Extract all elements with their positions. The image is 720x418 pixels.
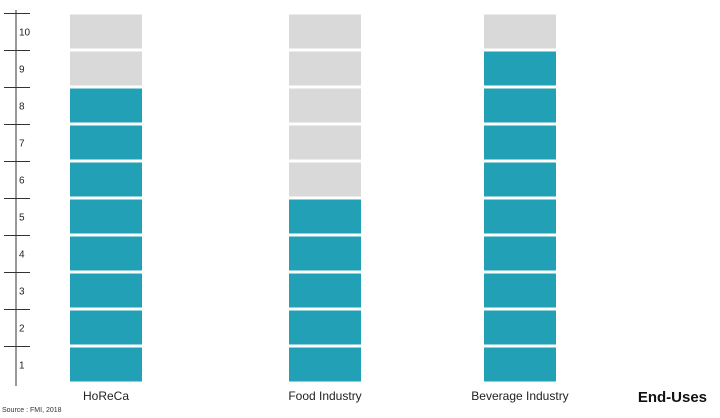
y-tick-label: 8 xyxy=(19,102,25,113)
bar-block-filled xyxy=(70,88,142,123)
bar-block-empty xyxy=(289,14,361,49)
bar-block-filled xyxy=(289,199,361,234)
bar-block-empty xyxy=(70,51,142,86)
y-tick-label: 3 xyxy=(19,287,25,298)
category-labels: HoReCa Food Industry Beverage Industry xyxy=(83,389,569,403)
bars-group xyxy=(70,14,556,382)
bar-block-filled xyxy=(289,347,361,382)
bar-block-empty xyxy=(289,51,361,86)
bar-block-empty xyxy=(484,14,556,49)
y-tick-label: 4 xyxy=(19,250,25,261)
bar-block-empty xyxy=(289,125,361,160)
y-tick-label: 10 xyxy=(19,28,31,39)
category-label: Food Industry xyxy=(288,389,361,403)
bar-block-filled xyxy=(484,88,556,123)
bar-block-filled xyxy=(70,347,142,382)
bar-block-filled xyxy=(289,273,361,308)
bar-block-filled xyxy=(484,51,556,86)
bar-block-filled xyxy=(70,236,142,271)
y-tick-label: 7 xyxy=(19,139,25,150)
y-tick-label: 1 xyxy=(19,361,25,372)
y-tick-label: 2 xyxy=(19,324,25,335)
bar-block-filled xyxy=(484,310,556,345)
bar-block-filled xyxy=(484,347,556,382)
bar-block-filled xyxy=(289,236,361,271)
category-label: Beverage Industry xyxy=(471,389,568,403)
y-tick-label: 6 xyxy=(19,176,25,187)
bar-block-empty xyxy=(70,14,142,49)
bar-block-filled xyxy=(70,310,142,345)
y-tick-label: 5 xyxy=(19,213,25,224)
y-axis-ticks: 1 2 3 4 5 6 7 8 9 10 xyxy=(4,13,31,372)
x-axis-title: End-Uses xyxy=(638,389,707,406)
bar-block-filled xyxy=(70,199,142,234)
source-note: Source : FMI, 2018 xyxy=(2,407,62,414)
bar-block-empty xyxy=(289,162,361,197)
bar-block-empty xyxy=(289,88,361,123)
bar-block-filled xyxy=(484,162,556,197)
bar-block-filled xyxy=(484,199,556,234)
bar-block-filled xyxy=(70,125,142,160)
category-label: HoReCa xyxy=(83,389,129,403)
bar-block-filled xyxy=(70,162,142,197)
bar-block-filled xyxy=(289,310,361,345)
bar-block-filled xyxy=(484,236,556,271)
bar-block-filled xyxy=(484,273,556,308)
bar-block-filled xyxy=(70,273,142,308)
y-tick-label: 9 xyxy=(19,65,25,76)
bar-block-filled xyxy=(484,125,556,160)
